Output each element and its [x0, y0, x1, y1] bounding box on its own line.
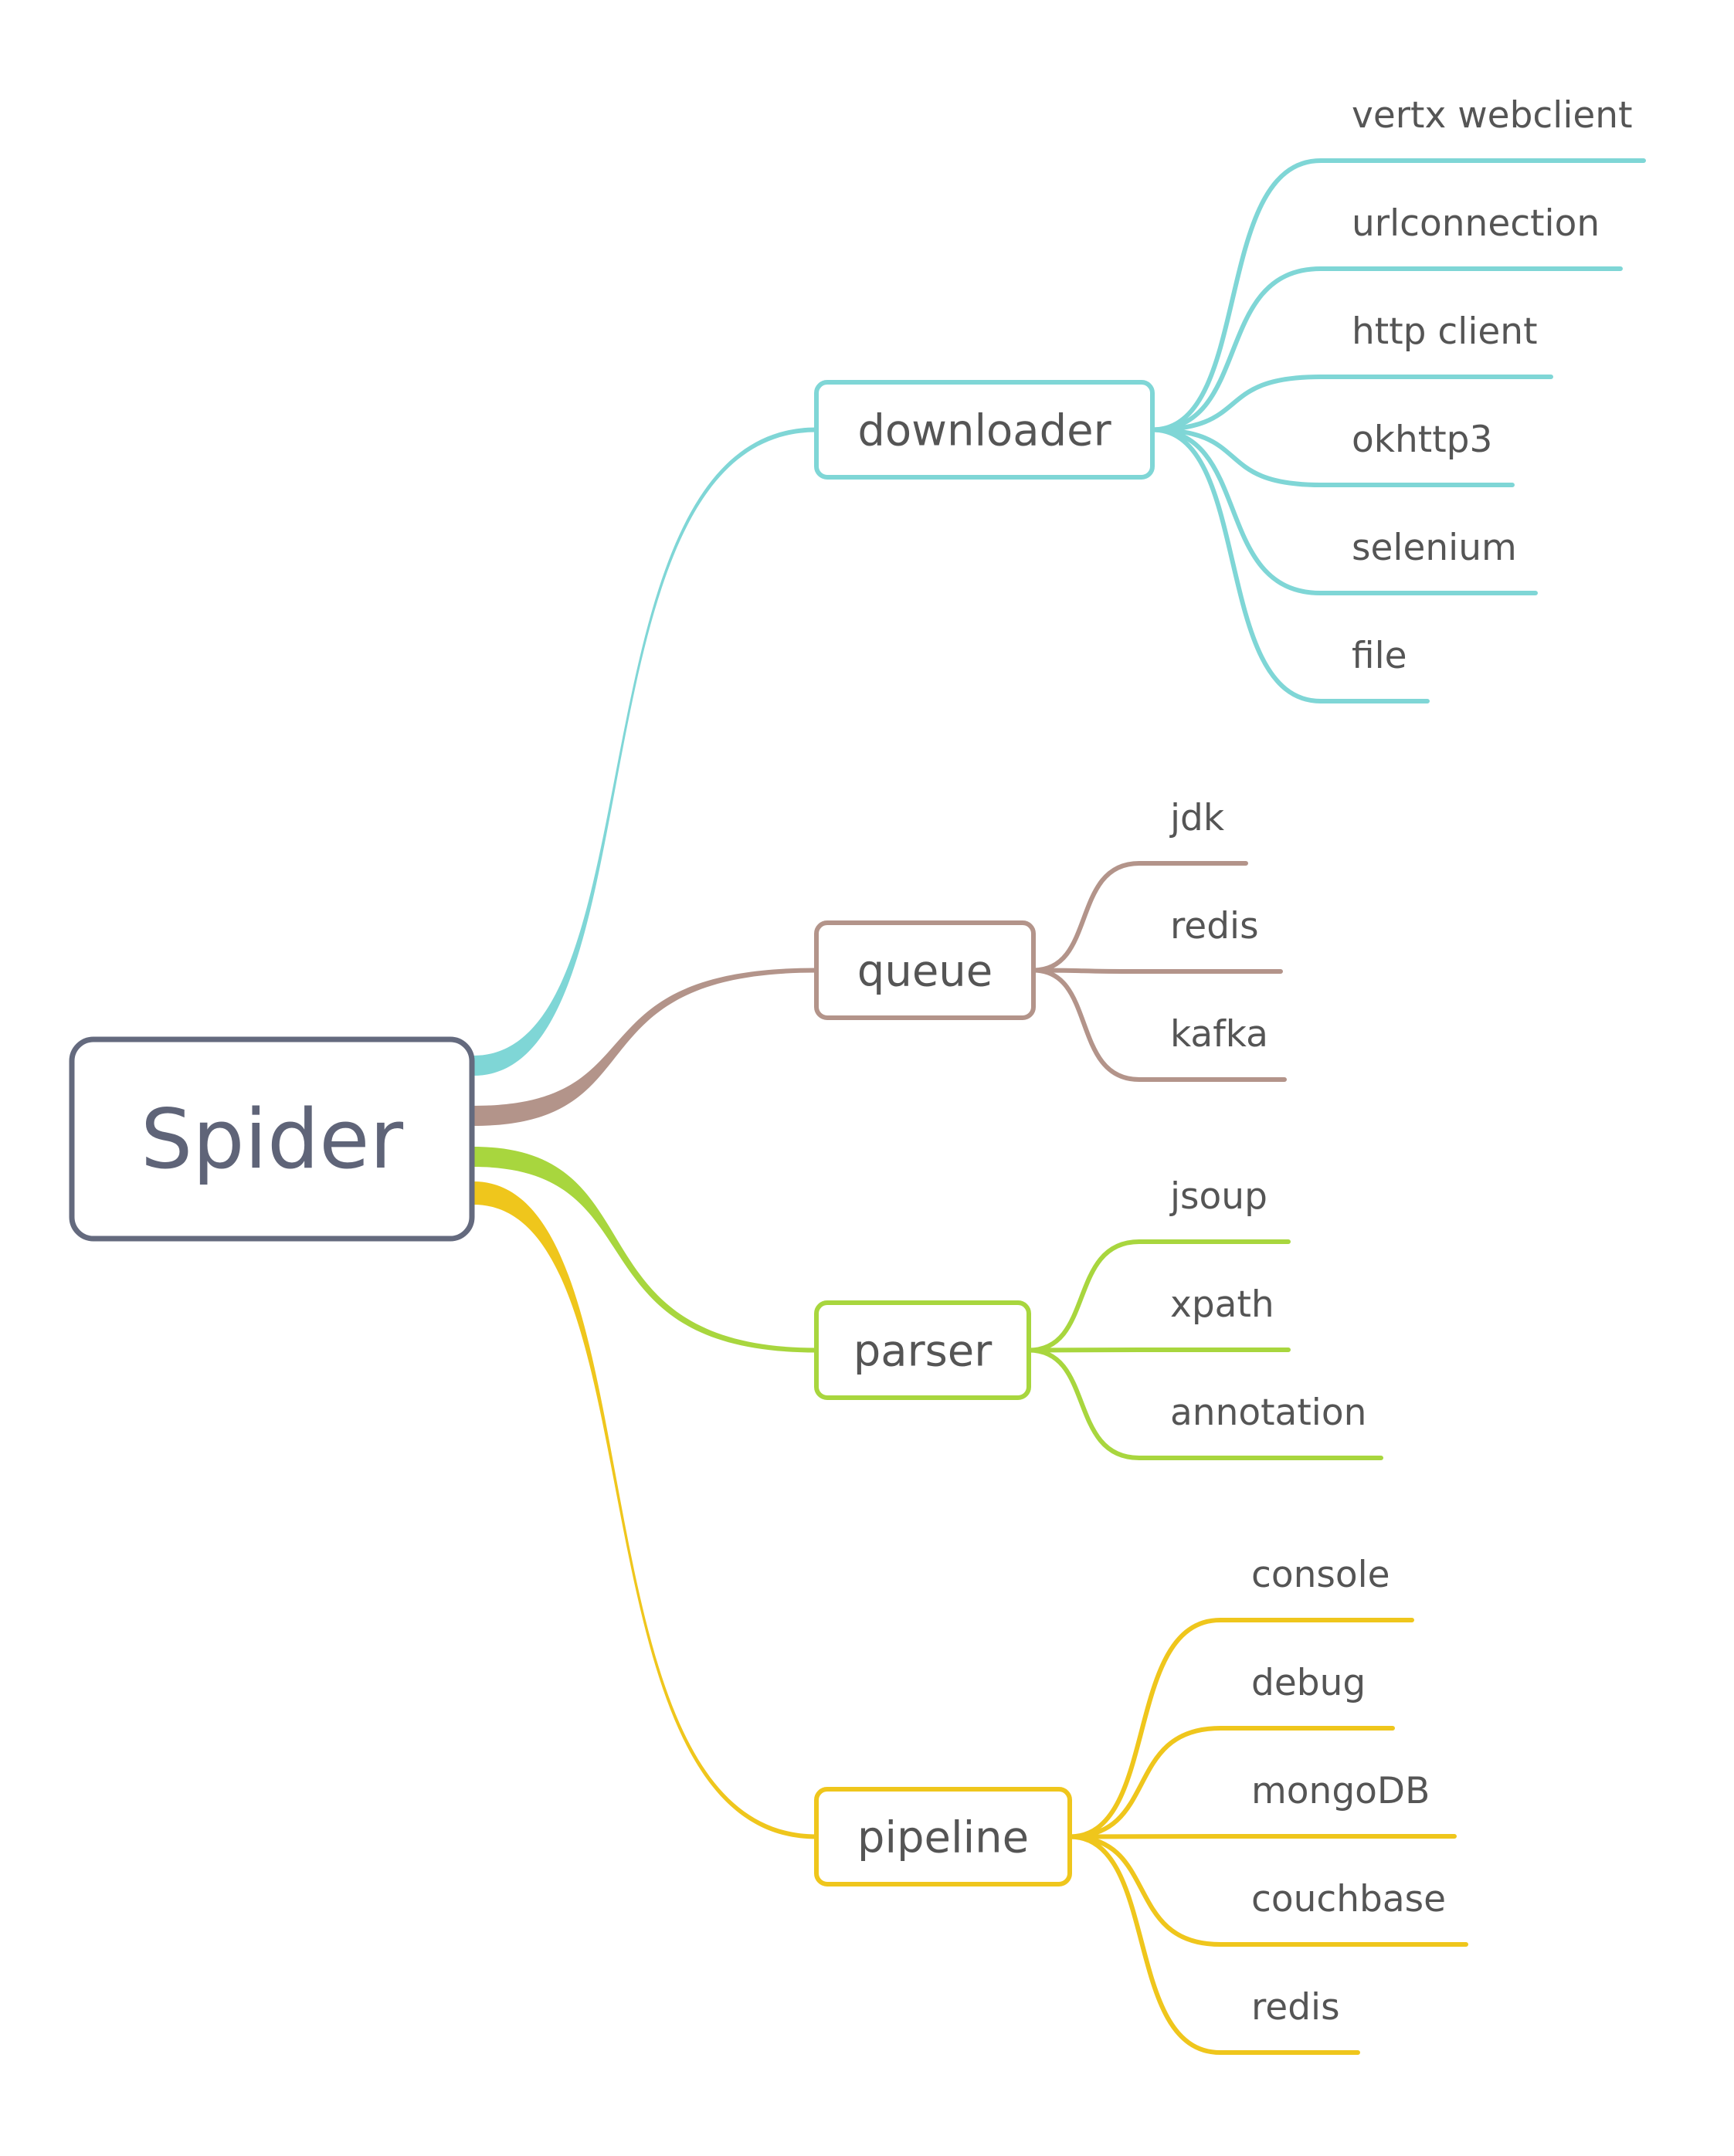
- connector-pipeline-to-redis: [1067, 1834, 1360, 2055]
- connector-downloader-to-okhttp3: [1150, 427, 1515, 487]
- leaf-label-queue-jdk[interactable]: jdk: [1169, 797, 1225, 839]
- branch-node-box-queue: [814, 920, 1036, 1020]
- connector-queue-to-redis: [1031, 968, 1283, 974]
- branch-node-box-pipeline: [814, 1787, 1072, 1886]
- leaf-label-pipeline-couchbase[interactable]: couchbase: [1251, 1878, 1446, 1920]
- connector-parser-to-annotation: [1026, 1348, 1383, 1460]
- leaf-label-pipeline-mongodb[interactable]: mongoDB: [1251, 1770, 1430, 1812]
- branch-node-queue[interactable]: queue: [814, 920, 1036, 1020]
- branch-node-box-parser: [814, 1300, 1031, 1400]
- branch-label-pipeline: pipeline: [857, 1813, 1029, 1863]
- leaf-label-downloader-okhttp3[interactable]: okhttp3: [1352, 419, 1492, 461]
- connector-downloader-to-http-client: [1150, 375, 1553, 432]
- connector-downloader-to-vertx-webclient: [1150, 158, 1646, 432]
- branch-label-downloader: downloader: [857, 406, 1111, 456]
- leaf-label-downloader-urlconnection[interactable]: urlconnection: [1352, 202, 1600, 245]
- connector-root-to-parser: [473, 1147, 816, 1353]
- leaf-label-downloader-selenium[interactable]: selenium: [1352, 527, 1517, 569]
- connector-pipeline-to-console: [1067, 1618, 1414, 1839]
- leaf-label-queue-kafka[interactable]: kafka: [1170, 1013, 1268, 1056]
- connector-parser-to-xpath: [1026, 1348, 1291, 1353]
- connector-pipeline-to-debug: [1067, 1726, 1395, 1839]
- branch-node-pipeline[interactable]: pipeline: [814, 1787, 1072, 1886]
- connector-pipeline-to-mongodb: [1067, 1834, 1457, 1839]
- leaf-label-queue-redis[interactable]: redis: [1170, 905, 1259, 947]
- connector-queue-to-jdk: [1031, 861, 1248, 973]
- connector-root-to-queue: [473, 968, 816, 1126]
- root-node-box: [69, 1036, 475, 1242]
- leaf-label-downloader-file[interactable]: file: [1352, 635, 1407, 677]
- leaf-label-downloader-vertx-webclient[interactable]: vertx webclient: [1352, 94, 1633, 137]
- connector-root-to-downloader: [473, 427, 816, 1076]
- connector-root-to-pipeline: [473, 1181, 816, 1839]
- leaf-label-pipeline-console[interactable]: console: [1251, 1554, 1390, 1596]
- leaf-label-pipeline-redis[interactable]: redis: [1251, 1986, 1340, 2029]
- branch-node-downloader[interactable]: downloader: [814, 380, 1155, 480]
- connector-downloader-to-urlconnection: [1150, 266, 1623, 432]
- connector-parser-to-jsoup: [1026, 1239, 1291, 1353]
- connector-pipeline-to-couchbase: [1067, 1834, 1468, 1947]
- node-layer: Spider downloader vertx webclient urlconne…: [69, 94, 1633, 2029]
- branch-label-parser: parser: [853, 1327, 993, 1377]
- connector-downloader-to-file: [1150, 427, 1430, 703]
- leaf-label-pipeline-debug[interactable]: debug: [1251, 1662, 1366, 1704]
- branch-node-parser[interactable]: parser: [814, 1300, 1031, 1400]
- leaf-label-downloader-http-client[interactable]: http client: [1352, 310, 1538, 353]
- connector-queue-to-kafka: [1031, 968, 1287, 1082]
- connector-lines: [473, 158, 1646, 2055]
- root-node-label: Spider: [141, 1092, 404, 1187]
- leaf-label-parser-annotation[interactable]: annotation: [1170, 1392, 1366, 1434]
- branch-node-box-downloader: [814, 380, 1155, 480]
- leaf-label-parser-xpath[interactable]: xpath: [1170, 1283, 1274, 1326]
- branch-label-queue: queue: [857, 947, 993, 997]
- connector-downloader-to-selenium: [1150, 427, 1538, 595]
- root-node[interactable]: Spider: [69, 1036, 475, 1242]
- leaf-label-parser-jsoup[interactable]: jsoup: [1169, 1175, 1267, 1218]
